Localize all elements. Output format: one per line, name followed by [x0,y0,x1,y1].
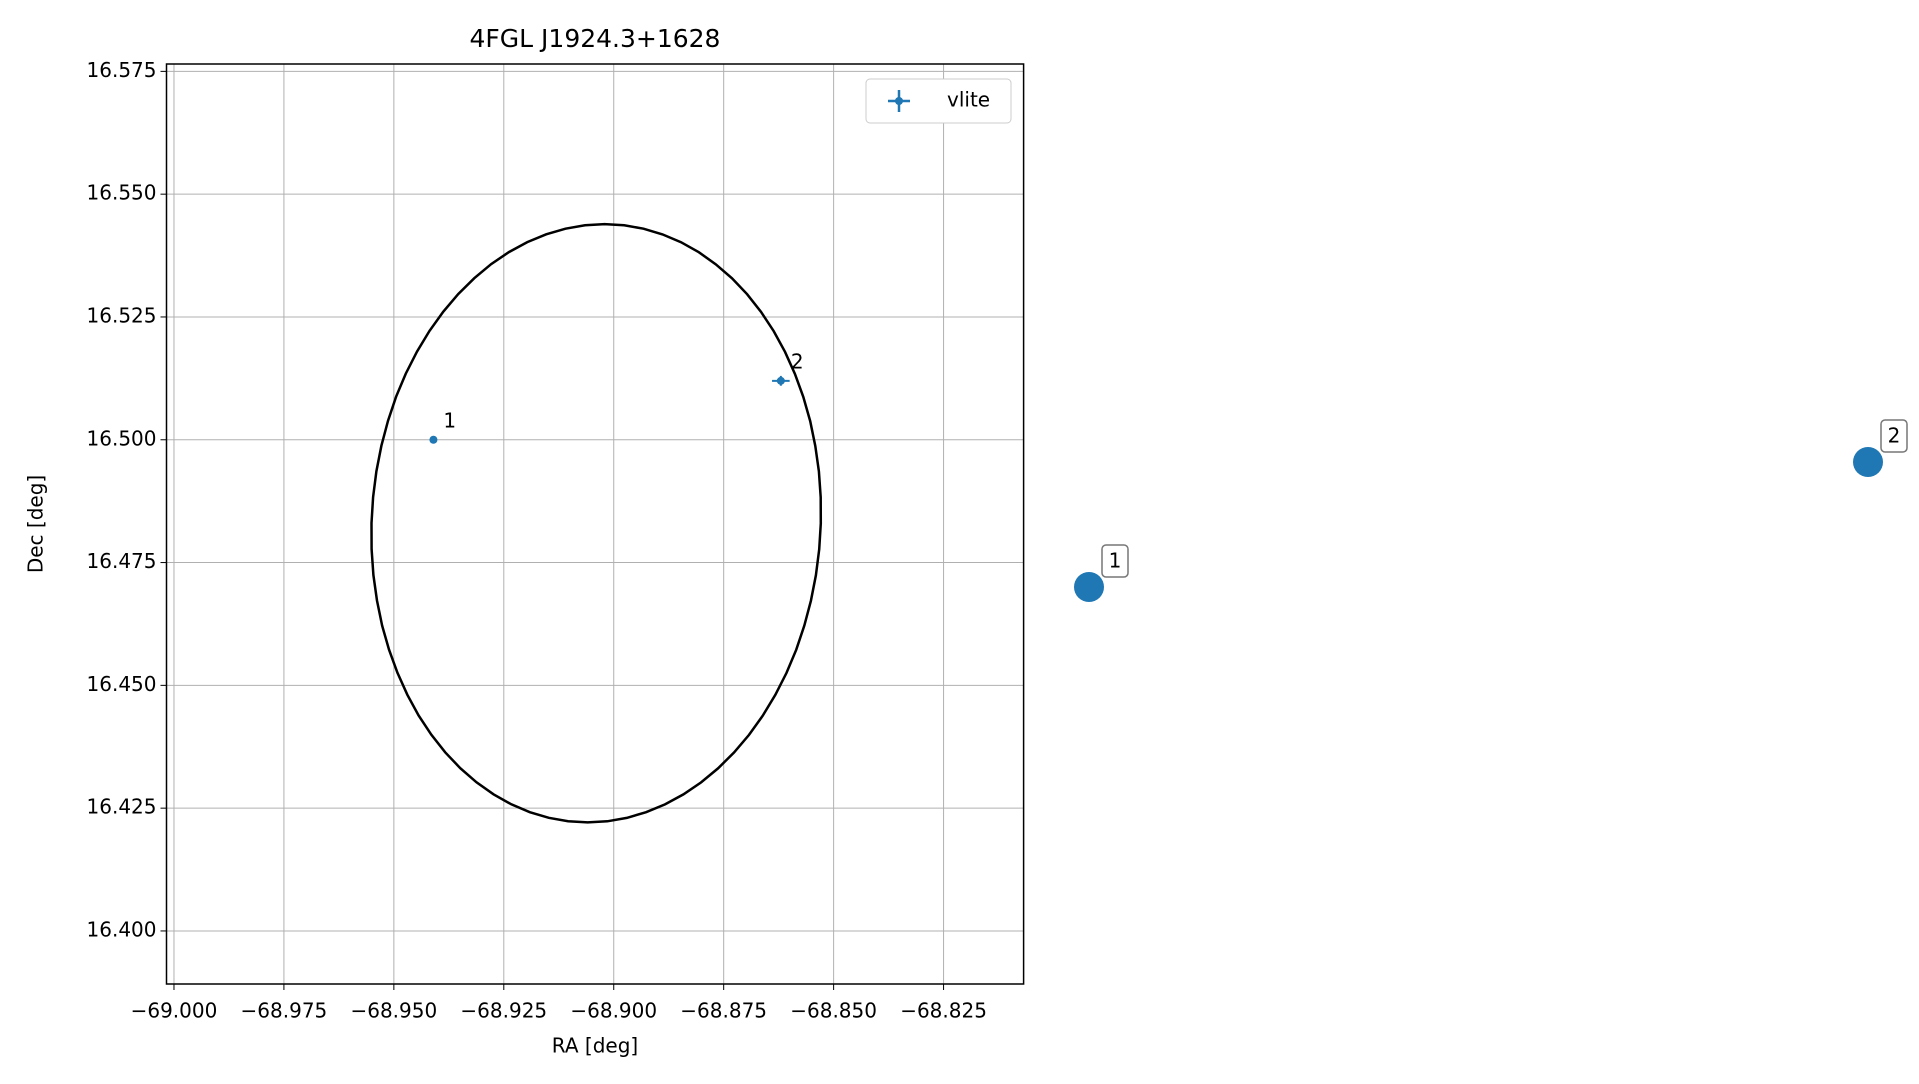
legend-box [865,78,1012,124]
y-tick-label: 16.450 [87,672,157,696]
x-tick-label: −69.000 [131,999,218,1023]
legend-marker [895,97,903,105]
point-label: 2 [791,349,804,373]
chart-title: 4FGL J1924.3+1628 [470,24,721,53]
x-tick-label: −68.925 [460,999,547,1023]
marker-label-box [1101,544,1129,578]
x-tick-label: −68.850 [790,999,877,1023]
y-tick-label: 16.550 [87,181,157,205]
x-tick-label: −68.900 [570,999,657,1023]
ellipse [370,222,823,824]
marker-label: 1 [1109,549,1122,573]
axes-frame [165,63,1025,985]
point [429,435,438,444]
y-tick-label: 16.425 [87,795,157,819]
x-tick-label: −68.875 [680,999,767,1023]
marker-label-box [1880,419,1908,453]
y-tick-label: 16.500 [87,426,157,450]
marker-label: 2 [1888,424,1901,448]
y-tick-label: 16.575 [87,58,157,82]
marker [1074,572,1104,602]
y-axis-label: Dec [deg] [24,475,48,573]
x-tick-label: −68.950 [350,999,437,1023]
legend-label: vlite [947,88,990,112]
marker [1853,447,1883,477]
x-tick-label: −68.975 [241,999,328,1023]
y-tick-label: 16.525 [87,303,157,327]
point-label: 1 [443,408,456,432]
y-tick-label: 16.400 [87,917,157,941]
point [776,376,785,385]
x-tick-label: −68.825 [900,999,987,1023]
y-tick-label: 16.475 [87,549,157,573]
x-axis-label: RA [deg] [552,1034,638,1058]
